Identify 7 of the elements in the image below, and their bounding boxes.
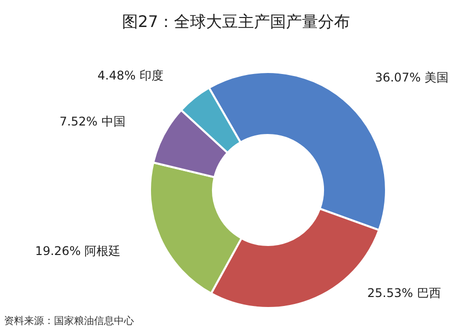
slice-label: 36.07% 美国	[374, 70, 449, 84]
text: 资料来源：国家粮油信息中心	[4, 315, 134, 327]
slice-label: 7.52% 中国	[59, 114, 126, 128]
slice-label: 19.26% 阿根廷	[35, 244, 121, 258]
chart-title: 图27：全球大豆主产国产量分布	[122, 12, 350, 31]
slice-label: 4.48% 印度	[98, 68, 164, 82]
slice-label: 25.53% 巴西	[367, 286, 441, 300]
